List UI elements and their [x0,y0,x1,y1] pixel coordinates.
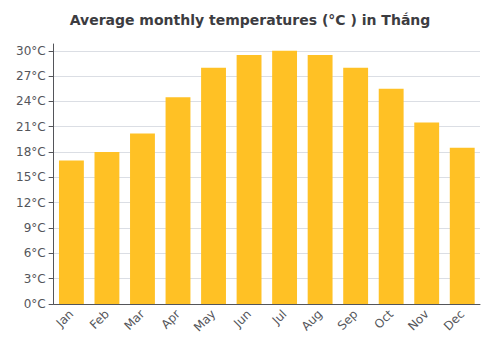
svg-text:Jun: Jun [230,307,254,331]
svg-text:15°C: 15°C [16,170,46,184]
svg-text:Jan: Jan [53,307,77,331]
svg-text:30°C: 30°C [16,44,46,58]
svg-text:6°C: 6°C [24,246,46,260]
svg-text:24°C: 24°C [16,94,46,108]
svg-text:Oct: Oct [372,307,397,332]
svg-text:Sep: Sep [335,307,361,333]
svg-text:Dec: Dec [441,307,467,333]
svg-text:9°C: 9°C [24,221,46,235]
svg-text:Jul: Jul [269,307,290,328]
svg-text:Nov: Nov [405,307,431,333]
svg-text:Apr: Apr [158,307,183,332]
svg-text:Feb: Feb [87,307,112,332]
svg-text:27°C: 27°C [16,69,46,83]
svg-text:18°C: 18°C [16,145,46,159]
svg-text:12°C: 12°C [16,196,46,210]
svg-text:Average monthly temperatures (: Average monthly temperatures (°C ) in Th… [70,12,431,28]
svg-text:21°C: 21°C [16,120,46,134]
svg-text:3°C: 3°C [24,272,46,286]
svg-text:Mar: Mar [122,307,148,333]
svg-text:0°C: 0°C [24,297,46,311]
svg-text:May: May [191,307,218,334]
svg-text:Aug: Aug [299,307,325,333]
